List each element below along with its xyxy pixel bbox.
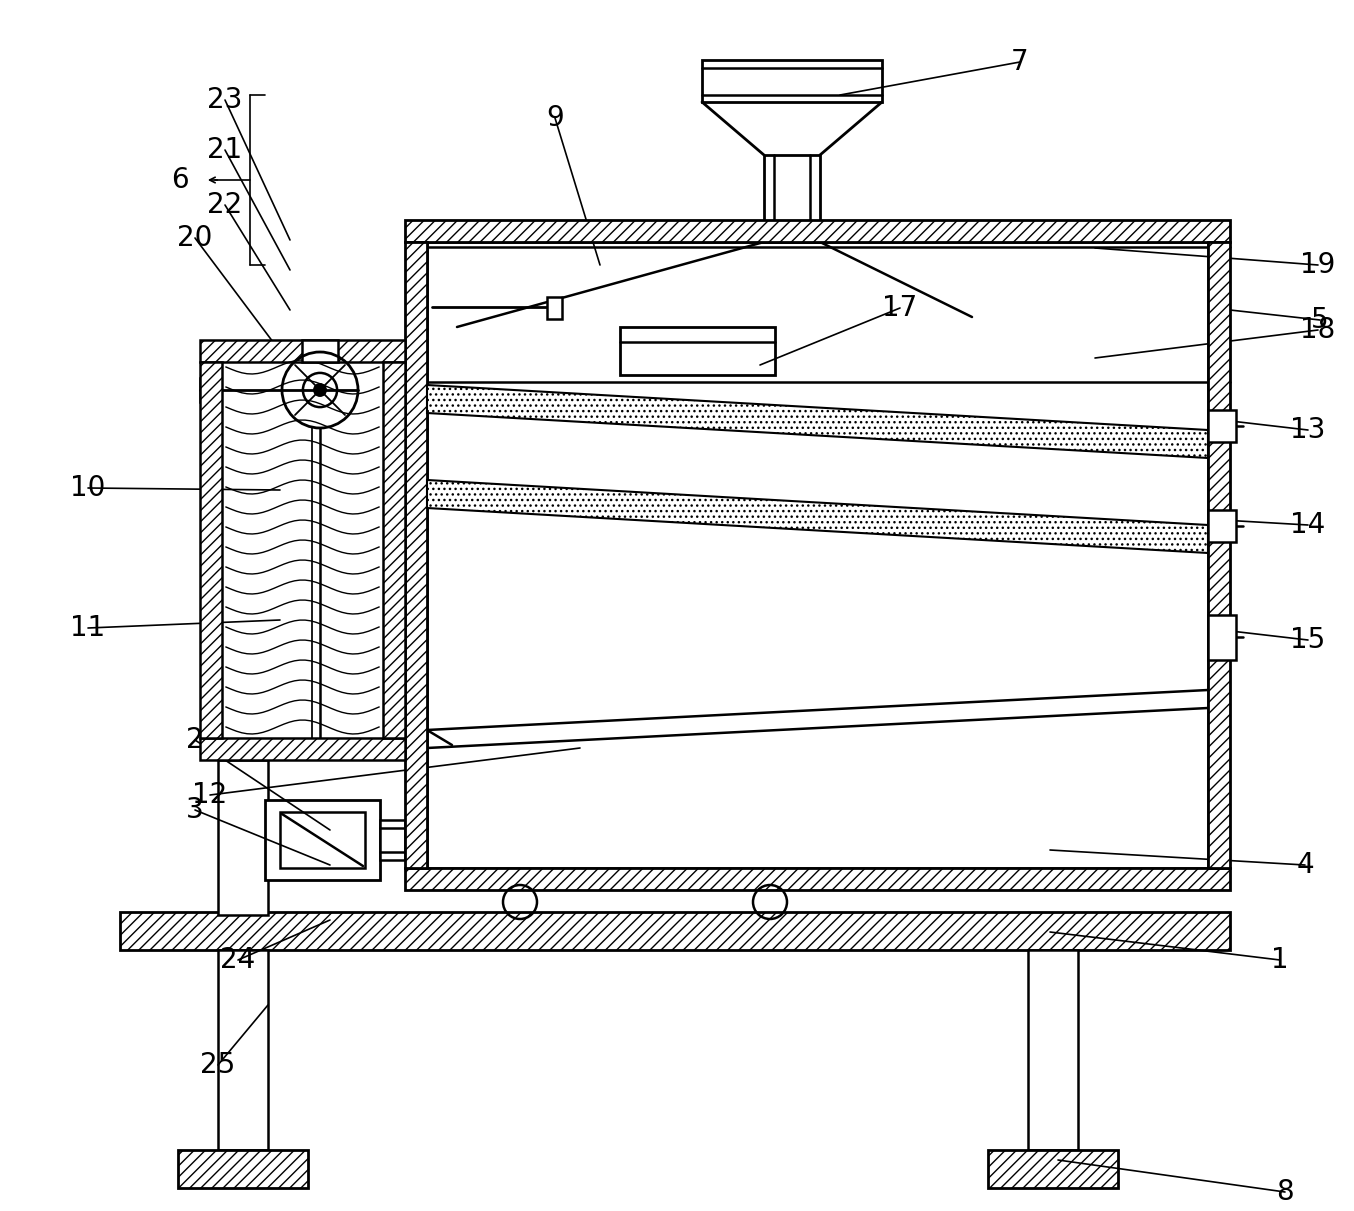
- Text: 5: 5: [1311, 306, 1328, 334]
- Bar: [218, 761, 268, 916]
- Bar: [620, 327, 774, 375]
- Polygon shape: [427, 385, 1208, 458]
- Bar: [177, 1150, 307, 1188]
- Bar: [121, 912, 1229, 949]
- Bar: [405, 242, 427, 868]
- Bar: [1208, 242, 1229, 868]
- Text: 9: 9: [546, 104, 563, 132]
- Bar: [218, 949, 268, 1150]
- Text: 24: 24: [221, 946, 256, 974]
- Text: 17: 17: [883, 294, 918, 322]
- Bar: [701, 61, 881, 102]
- Text: 18: 18: [1300, 316, 1335, 344]
- Bar: [1028, 949, 1078, 1150]
- Bar: [200, 737, 405, 761]
- Text: 22: 22: [207, 191, 242, 219]
- Bar: [200, 362, 222, 737]
- Text: 21: 21: [207, 136, 242, 163]
- Text: 15: 15: [1290, 626, 1326, 654]
- Text: 12: 12: [192, 781, 227, 809]
- Bar: [405, 220, 1229, 242]
- Text: 4: 4: [1296, 851, 1313, 879]
- Bar: [383, 362, 405, 737]
- Bar: [380, 820, 405, 860]
- Text: 19: 19: [1300, 251, 1335, 279]
- Text: 14: 14: [1290, 511, 1326, 539]
- Text: 10: 10: [70, 474, 106, 503]
- Text: 8: 8: [1277, 1178, 1294, 1206]
- Text: 23: 23: [207, 86, 242, 114]
- Text: 2: 2: [187, 727, 204, 754]
- Bar: [280, 813, 366, 868]
- Bar: [547, 297, 562, 318]
- Bar: [200, 378, 218, 402]
- Text: 1: 1: [1271, 946, 1289, 974]
- Polygon shape: [427, 480, 1208, 553]
- Bar: [200, 340, 405, 362]
- Bar: [1208, 510, 1236, 543]
- Bar: [1208, 411, 1236, 442]
- Text: 3: 3: [185, 796, 204, 823]
- Text: 6: 6: [171, 166, 188, 194]
- Text: 11: 11: [70, 614, 106, 642]
- Bar: [988, 1150, 1118, 1188]
- Bar: [764, 155, 821, 242]
- Bar: [302, 340, 338, 362]
- Text: 25: 25: [200, 1051, 236, 1079]
- Text: 20: 20: [177, 224, 213, 252]
- Bar: [405, 868, 1229, 890]
- Bar: [265, 800, 380, 880]
- Text: 7: 7: [1011, 48, 1029, 76]
- Text: 13: 13: [1290, 417, 1326, 444]
- Bar: [1208, 615, 1236, 660]
- Circle shape: [314, 384, 326, 396]
